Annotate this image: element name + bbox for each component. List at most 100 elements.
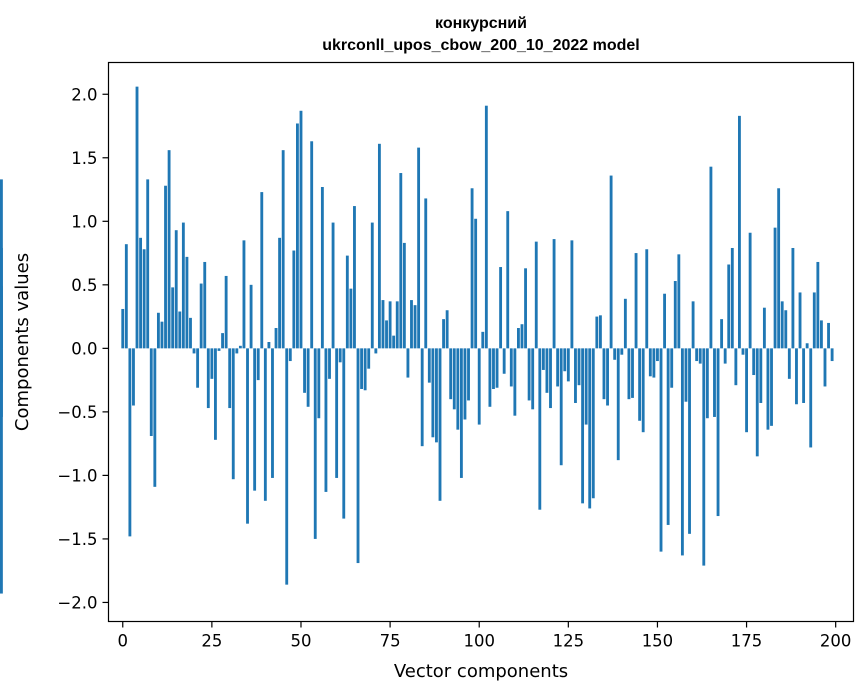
bar — [271, 348, 274, 478]
bar — [492, 348, 495, 389]
bar — [456, 348, 460, 430]
bar — [695, 348, 699, 362]
bar — [705, 348, 709, 419]
bar — [142, 249, 146, 349]
bar — [534, 241, 538, 349]
bar — [716, 348, 720, 517]
bar — [549, 348, 552, 409]
bar — [385, 320, 388, 349]
bar — [199, 283, 203, 349]
bar — [470, 188, 474, 349]
bar — [691, 301, 695, 349]
y-tick-label: −0.5 — [57, 403, 97, 422]
bar — [424, 198, 428, 349]
bar — [167, 150, 171, 349]
bar — [495, 348, 499, 388]
bar — [741, 348, 745, 355]
y-tick-label: −2.0 — [57, 593, 97, 612]
bar — [196, 348, 200, 388]
bar — [488, 348, 492, 407]
bar — [631, 348, 634, 398]
bar — [381, 300, 385, 349]
bar — [217, 348, 221, 351]
bar — [620, 348, 624, 355]
bar — [613, 348, 617, 360]
bar — [748, 232, 752, 349]
bar — [203, 261, 207, 349]
bar — [367, 348, 371, 369]
bar — [160, 321, 164, 349]
bar — [524, 268, 527, 349]
bar — [410, 300, 413, 349]
bar — [606, 348, 609, 406]
bar — [0, 348, 3, 417]
bar — [777, 188, 781, 349]
bar — [342, 348, 346, 519]
bar — [545, 348, 549, 393]
bar — [345, 255, 349, 349]
bar — [727, 264, 731, 349]
bar — [474, 218, 478, 349]
y-axis-ticks: 2.0 1.5 1.0 0.5 0.0 −0.5 −1.0 −1.5 −2.0 — [57, 85, 109, 612]
bar — [698, 348, 702, 364]
x-axis-label: Vector components — [394, 661, 568, 682]
bar — [563, 348, 567, 372]
bar — [0, 247, 3, 349]
bar — [659, 348, 663, 552]
bar — [331, 222, 335, 349]
bar — [784, 310, 788, 349]
y-tick-label: −1.0 — [57, 466, 97, 485]
bar — [406, 348, 410, 378]
bar — [762, 307, 766, 349]
y-tick-label: 2.0 — [71, 85, 97, 104]
y-tick-label: −1.5 — [57, 530, 97, 549]
bar — [189, 317, 192, 349]
bar — [438, 348, 442, 501]
bar — [338, 348, 342, 363]
bar — [623, 298, 627, 349]
bar — [795, 348, 798, 405]
bar — [506, 211, 510, 349]
bar — [377, 143, 381, 349]
bar — [374, 348, 378, 354]
bar — [598, 315, 602, 349]
bar — [499, 267, 503, 349]
bar — [752, 348, 756, 376]
bar — [684, 348, 688, 402]
bar — [310, 141, 314, 349]
bar — [723, 348, 727, 364]
bar — [652, 348, 656, 378]
bar — [253, 348, 257, 491]
bar — [798, 292, 802, 349]
bar — [802, 348, 806, 403]
bar — [427, 348, 431, 383]
bar — [320, 187, 324, 349]
bar — [570, 240, 574, 349]
bar — [517, 328, 520, 349]
bar — [235, 348, 239, 354]
bar — [556, 348, 560, 387]
bar — [417, 147, 421, 349]
bar — [766, 348, 770, 430]
bar — [595, 316, 599, 349]
bar — [634, 253, 638, 349]
bar — [292, 250, 296, 349]
bar — [823, 348, 827, 387]
bar — [260, 192, 264, 349]
bar — [745, 348, 748, 433]
bar — [541, 348, 545, 370]
bar — [395, 301, 399, 349]
bar — [420, 348, 424, 447]
bar — [452, 348, 456, 410]
bar — [809, 348, 813, 448]
x-tick-label: 25 — [201, 632, 222, 651]
bar — [791, 247, 795, 349]
bar — [502, 348, 506, 374]
bar — [306, 348, 310, 407]
bar — [641, 348, 645, 433]
bar — [353, 206, 356, 349]
bar — [666, 348, 670, 525]
bar — [370, 222, 374, 349]
x-tick-label: 75 — [380, 632, 401, 651]
